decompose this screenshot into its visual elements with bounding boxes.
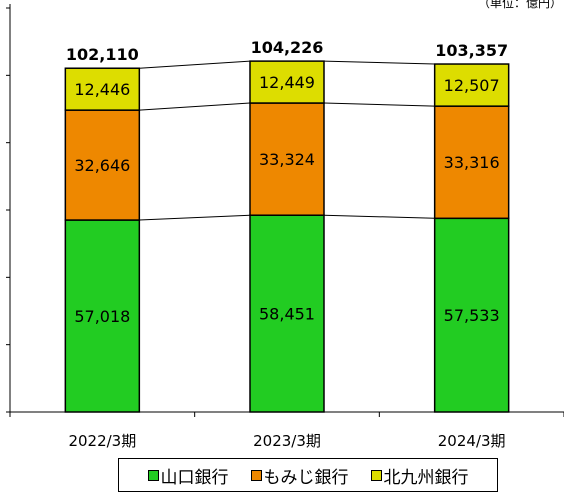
legend-swatch-kitakyushu xyxy=(370,469,382,481)
total-value-label: 103,357 xyxy=(435,41,508,60)
segment-value-label: 33,324 xyxy=(259,150,315,169)
total-value-label: 102,110 xyxy=(66,45,139,64)
legend-item-yamaguchi: 山口銀行 xyxy=(147,463,229,488)
segment-value-label: 32,646 xyxy=(74,156,130,175)
connector-lines xyxy=(139,60,435,221)
segment-value-label: 33,316 xyxy=(444,153,500,172)
segment-value-label: 12,449 xyxy=(259,73,315,92)
unit-note: （単位：億円） xyxy=(477,0,562,10)
connector-line xyxy=(139,60,251,69)
bar-series xyxy=(64,60,510,413)
legend-swatch-yamaguchi xyxy=(147,469,159,481)
connector-line xyxy=(139,102,251,111)
data-labels: 57,018 32,646 12,446 102,110 58,451 33,324 12,… xyxy=(66,38,508,326)
bar-segment xyxy=(433,217,510,413)
segment-value-label: 57,533 xyxy=(444,306,500,325)
segment-value-label: 12,446 xyxy=(74,80,130,99)
segment-value-label: 57,018 xyxy=(74,307,130,326)
bar-segment xyxy=(249,214,325,413)
legend-item-kitakyushu: 北九州銀行 xyxy=(370,463,469,488)
bar-segment xyxy=(433,63,510,107)
total-value-label: 104,226 xyxy=(251,38,324,57)
x-tick-label: 2022/3期 xyxy=(68,432,136,450)
bar-segment xyxy=(249,102,325,216)
legend: 山口銀行 もみじ銀行 北九州銀行 xyxy=(118,458,498,492)
legend-label-kitakyushu: 北九州銀行 xyxy=(383,467,469,488)
legend-item-momiji: もみじ銀行 xyxy=(250,463,349,488)
bar-segment xyxy=(64,67,141,111)
connector-line xyxy=(323,102,435,107)
segment-value-label: 12,507 xyxy=(444,76,500,95)
legend-swatch-momiji xyxy=(250,469,262,481)
x-tick-label: 2024/3期 xyxy=(438,432,506,450)
connector-line xyxy=(139,214,251,221)
bar-segment xyxy=(433,105,510,220)
legend-label-yamaguchi: 山口銀行 xyxy=(160,467,229,488)
connector-line xyxy=(323,214,435,219)
segment-value-label: 58,451 xyxy=(259,305,315,324)
bar-segment xyxy=(64,219,141,413)
bar-segment xyxy=(249,60,325,104)
x-tick-label: 2023/3期 xyxy=(253,432,321,450)
bar-segment xyxy=(64,109,141,221)
connector-line xyxy=(323,60,435,65)
legend-label-momiji: もみじ銀行 xyxy=(263,467,349,488)
